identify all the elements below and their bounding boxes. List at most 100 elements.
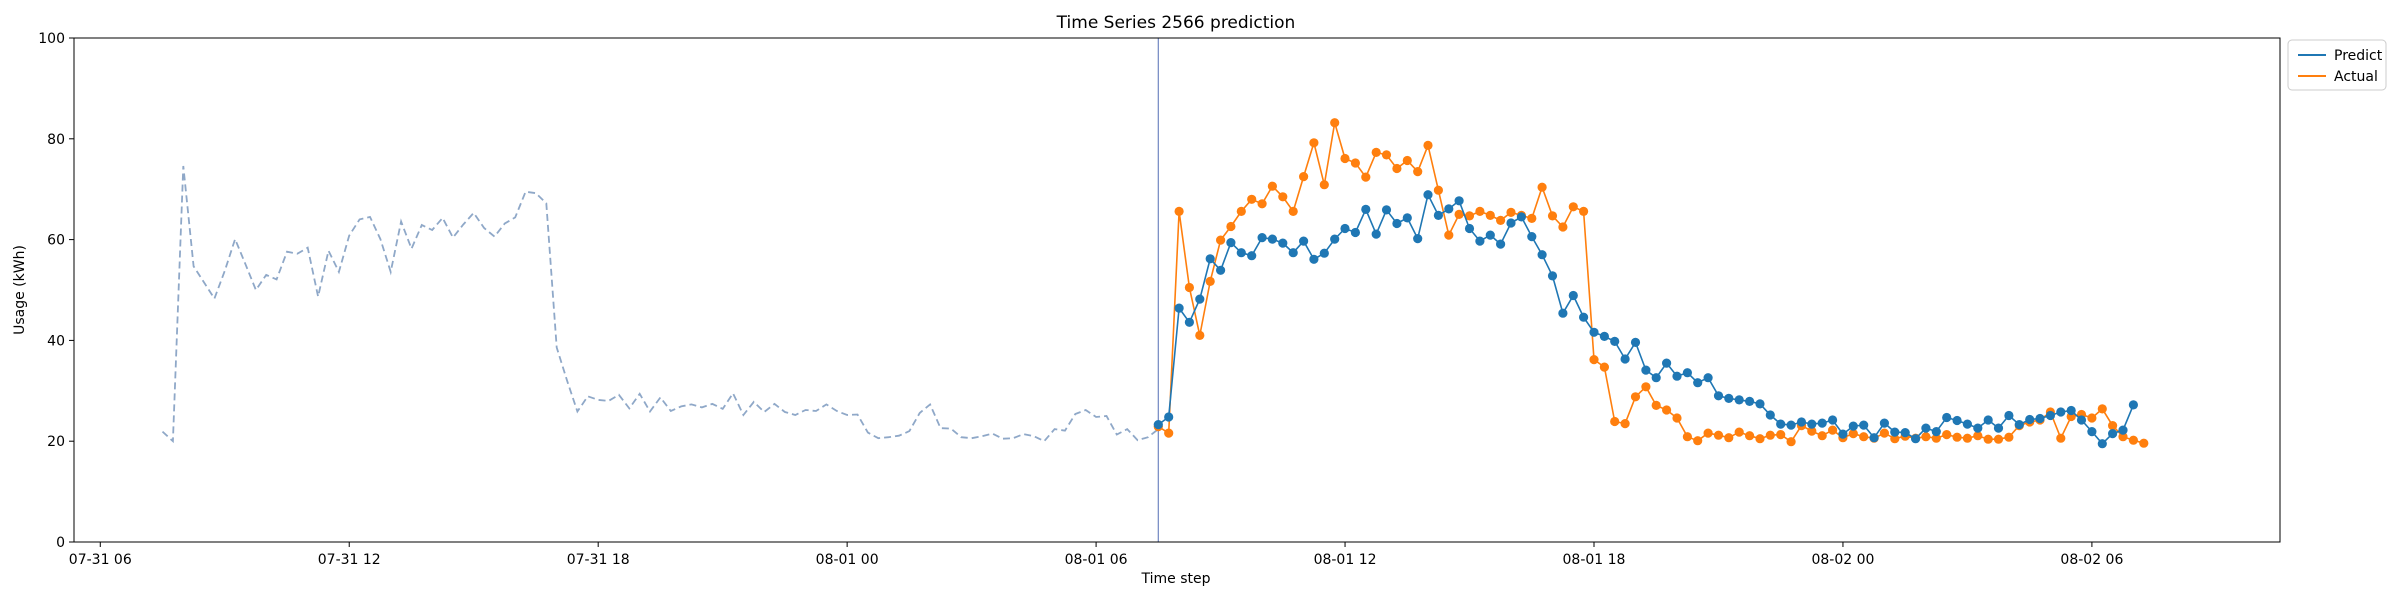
predict-point <box>1288 248 1298 258</box>
actual-point <box>1558 222 1568 232</box>
actual-point <box>1381 150 1392 160</box>
actual-point <box>1879 428 1889 438</box>
predict-point <box>1786 420 1796 430</box>
predict-point <box>1838 429 1848 439</box>
actual-point <box>1174 206 1184 216</box>
predict-point <box>1537 250 1547 260</box>
predict-point <box>1693 378 1703 388</box>
actual-point <box>1537 182 1547 192</box>
predict-point <box>1630 337 1641 347</box>
predict-point <box>1247 251 1257 261</box>
actual-point <box>1693 436 1703 446</box>
actual-series <box>1153 118 2149 448</box>
predict-point <box>1174 303 1184 313</box>
actual-point <box>1392 163 1402 174</box>
predict-point <box>1205 254 1215 264</box>
legend-predict-label: Predict <box>2334 48 2383 64</box>
actual-point <box>1703 428 1713 438</box>
predict-point <box>1952 415 1962 426</box>
predict-point <box>1911 434 1921 444</box>
predict-point <box>1776 419 1786 429</box>
x-tick-label: 07-31 06 <box>69 552 132 568</box>
predict-point <box>1184 317 1194 327</box>
predict-point <box>1973 423 1983 433</box>
actual-point <box>1776 430 1786 440</box>
actual-point <box>1672 413 1682 423</box>
predict-point <box>2076 415 2087 425</box>
actual-point <box>1402 155 1412 166</box>
predict-point <box>1682 368 1692 378</box>
predict-point <box>1983 415 1993 425</box>
predict-point <box>1195 294 1205 304</box>
actual-point <box>1330 118 1340 128</box>
y-axis: 0 20 40 60 80 100 <box>38 31 74 551</box>
predict-point <box>1900 428 1910 438</box>
actual-point <box>1454 209 1464 219</box>
history-line <box>161 165 1159 444</box>
predict-point <box>2066 405 2076 416</box>
predict-point <box>1796 417 1807 427</box>
actual-point <box>2139 438 2149 448</box>
actual-point <box>1962 433 1972 443</box>
predict-point <box>1879 418 1889 428</box>
predict-point <box>1423 190 1433 200</box>
actual-point <box>1828 425 1838 435</box>
actual-point <box>1973 431 1983 441</box>
predict-point <box>1444 204 1454 214</box>
predict-point <box>1599 331 1609 341</box>
actual-point <box>1464 211 1475 221</box>
legend-frame <box>2287 39 2387 91</box>
actual-point <box>1599 362 1609 372</box>
actual-point <box>1267 181 1277 191</box>
predict-point <box>1703 373 1713 383</box>
predict-point <box>1485 230 1495 240</box>
predict-point <box>1433 210 1443 220</box>
plot-area <box>73 37 2281 543</box>
predict-point <box>1464 223 1475 234</box>
actual-point <box>1745 431 1755 441</box>
actual-point <box>1713 430 1724 440</box>
x-axis: 07-31 06 07-31 12 07-31 18 08-01 00 08-01 06… <box>69 542 2123 568</box>
actual-point <box>1257 199 1267 209</box>
x-tick-label: 07-31 12 <box>318 552 381 568</box>
predict-point <box>1579 312 1589 322</box>
predict-point <box>1558 308 1568 318</box>
actual-point <box>2097 404 2107 414</box>
predict-point <box>2097 439 2107 449</box>
actual-point <box>1247 194 1257 204</box>
predict-point <box>1651 373 1661 383</box>
actual-point <box>1236 206 1246 216</box>
history-series <box>161 165 1159 444</box>
x-tick-label: 08-01 12 <box>1314 552 1377 568</box>
actual-point <box>1475 206 1485 216</box>
predict-point <box>1807 419 1817 429</box>
predict-point <box>1869 433 1879 443</box>
predict-point <box>2035 413 2045 424</box>
predict-point <box>1745 396 1755 406</box>
predict-point <box>1662 358 1672 368</box>
predict-point <box>1828 415 1838 425</box>
actual-point <box>1216 235 1226 245</box>
actual-point <box>1423 140 1433 150</box>
predict-point <box>2045 410 2055 421</box>
predict-point <box>1993 423 2004 433</box>
predict-point <box>1859 420 1869 430</box>
legend: Predict Actual <box>2287 39 2387 91</box>
predict-point <box>2087 427 2097 437</box>
y-tick-label: 20 <box>47 434 65 450</box>
predict-point <box>1330 234 1340 244</box>
actual-point <box>1651 400 1661 410</box>
predict-point <box>2014 420 2024 430</box>
predict-point <box>1381 205 1392 215</box>
actual-point <box>1496 215 1506 225</box>
actual-point <box>1859 432 1869 442</box>
actual-point <box>1734 427 1744 437</box>
legend-actual-label: Actual <box>2334 69 2378 85</box>
actual-point <box>2118 432 2128 442</box>
x-tick-label: 08-01 06 <box>1065 552 1128 568</box>
predict-point <box>1734 395 1744 405</box>
actual-point <box>1765 430 1775 440</box>
actual-line <box>1157 122 2145 444</box>
predict-point <box>1361 204 1371 214</box>
predict-point <box>1589 327 1599 337</box>
